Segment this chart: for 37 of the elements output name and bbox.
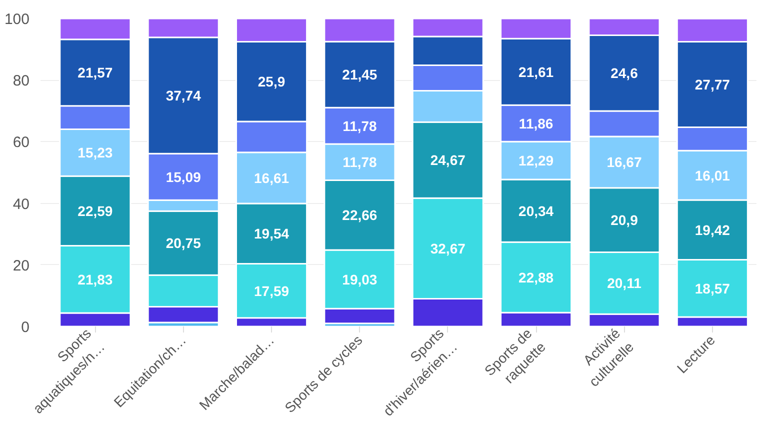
data-label: 21,61 — [518, 64, 554, 80]
data-label: 21,57 — [78, 64, 113, 81]
y-tick-label: 40 — [12, 196, 30, 213]
data-label: 19,42 — [694, 222, 730, 238]
data-label: 20,11 — [607, 275, 642, 292]
data-label: 11,78 — [342, 118, 378, 134]
data-label: 20,75 — [166, 235, 202, 252]
data-label: 19,54 — [254, 226, 290, 242]
data-label: 18,57 — [694, 280, 730, 296]
data-label: 15,09 — [166, 168, 202, 185]
data-label: 16,61 — [254, 170, 290, 186]
y-tick-label: 80 — [12, 72, 30, 90]
data-label: 11,86 — [518, 115, 554, 132]
data-label: 20,34 — [518, 202, 554, 219]
data-label: 11,78 — [342, 154, 378, 170]
data-label: 22,88 — [518, 269, 554, 286]
y-tick-label: 20 — [12, 257, 30, 274]
data-label: 21,45 — [342, 66, 378, 83]
data-label: 22,59 — [78, 202, 113, 219]
data-label: 16,67 — [606, 154, 642, 170]
data-label: 17,59 — [254, 282, 290, 299]
data-label: 16,01 — [694, 167, 730, 184]
data-label: 24,6 — [610, 65, 638, 82]
data-label: 20,9 — [610, 212, 638, 228]
data-label: 12,29 — [518, 152, 554, 169]
y-tick-label: 100 — [4, 11, 30, 28]
data-label: 25,9 — [258, 74, 286, 90]
y-tick-label: 0 — [21, 319, 30, 336]
data-label: 22,66 — [342, 207, 378, 224]
data-label: 37,74 — [166, 87, 202, 104]
data-label: 21,83 — [78, 271, 113, 288]
data-label: 19,03 — [342, 271, 378, 288]
data-label: 27,77 — [694, 76, 730, 92]
data-label: 32,67 — [430, 240, 466, 256]
data-label: 15,23 — [78, 144, 113, 161]
y-tick-label: 60 — [12, 134, 30, 152]
data-label: 24,67 — [430, 152, 466, 168]
